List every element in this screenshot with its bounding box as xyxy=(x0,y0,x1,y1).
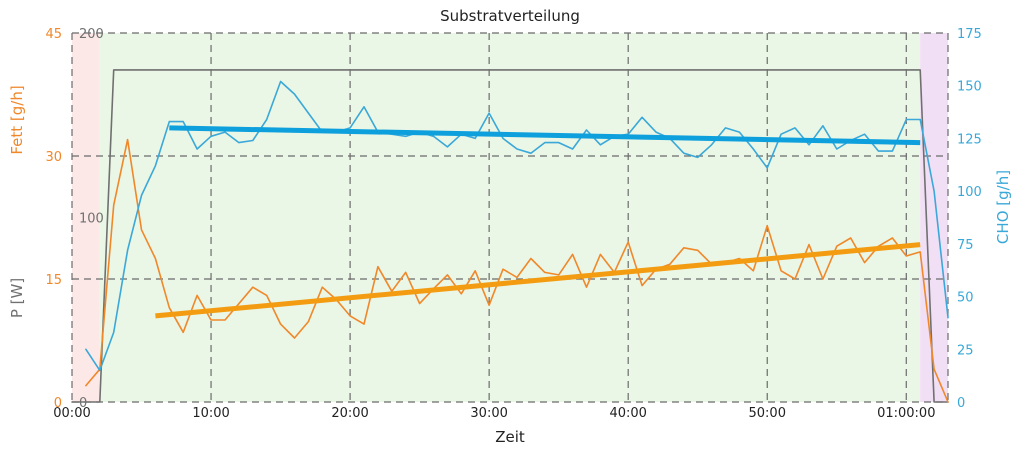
x-tick-label: 20:00 xyxy=(331,406,368,421)
fett-axis-title: Fett [g/h] xyxy=(8,85,26,154)
zone-0 xyxy=(72,33,100,402)
tick-labels: 00:00 10:00 20:00 30:00 40:00 50:00 01:00:00 0 1… xyxy=(45,27,981,421)
series-layer xyxy=(71,69,949,403)
zone-backgrounds xyxy=(72,33,948,402)
cho-tick-label: 75 xyxy=(957,238,974,253)
fett-tick-label: 45 xyxy=(45,27,62,42)
cho-tick-label: 175 xyxy=(957,27,982,42)
fett-tick-label: 30 xyxy=(45,150,62,165)
x-axis-title: Zeit xyxy=(495,428,525,446)
zone-2 xyxy=(920,33,948,402)
cho-tick-label: 125 xyxy=(957,132,982,147)
cho-tick-label: 100 xyxy=(957,185,982,200)
grid xyxy=(71,32,949,403)
cho-axis-title: CHO [g/h] xyxy=(994,170,1012,244)
power-tick-label: 0 xyxy=(79,396,87,411)
trend-line-fett xyxy=(155,242,921,319)
x-tick-label: 30:00 xyxy=(470,406,507,421)
power-axis-title: P [W] xyxy=(8,278,26,318)
fett-tick-label: 0 xyxy=(54,396,62,411)
series-line-power xyxy=(71,69,949,403)
cho-tick-label: 25 xyxy=(957,343,974,358)
power-tick-label: 100 xyxy=(79,212,104,227)
x-tick-label: 50:00 xyxy=(749,406,786,421)
cho-tick-label: 150 xyxy=(957,80,982,95)
fett-tick-label: 15 xyxy=(45,273,62,288)
power-tick-label: 200 xyxy=(79,27,104,42)
cho-tick-label: 50 xyxy=(957,291,974,306)
chart-title: Substratverteilung xyxy=(440,7,580,25)
x-tick-label: 40:00 xyxy=(609,406,646,421)
zone-1 xyxy=(99,33,921,402)
cho-tick-label: 0 xyxy=(957,396,965,411)
x-tick-label: 10:00 xyxy=(192,406,229,421)
x-tick-label: 00:00 xyxy=(53,406,90,421)
x-tick-label: 01:00:00 xyxy=(877,406,935,421)
trend-line-cho xyxy=(169,125,921,146)
